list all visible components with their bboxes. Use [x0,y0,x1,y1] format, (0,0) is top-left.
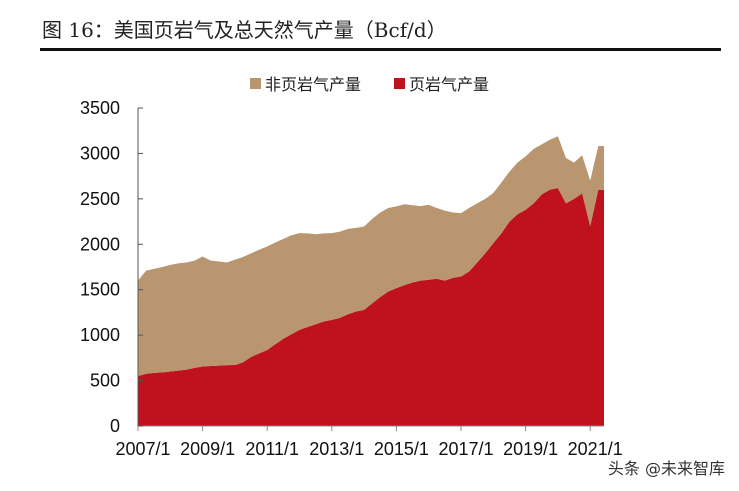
y-tick-label: 0 [110,416,120,436]
area-series-shale [138,188,604,426]
legend-swatch-shale [394,77,406,89]
y-tick-label: 3500 [80,98,120,118]
x-tick-label: 2013/1 [309,439,364,459]
area-series-non-shale [138,136,604,377]
legend-label-shale: 页岩气产量 [409,75,490,94]
x-tick-label: 2007/1 [115,439,170,459]
legend-swatch-non-shale [249,77,261,89]
y-tick-label: 2000 [80,234,120,254]
x-tick-label: 2021/1 [568,439,623,459]
legend-item-shale: 页岩气产量 [394,71,489,95]
y-tick-label: 2500 [80,189,120,209]
y-tick-label: 3000 [80,143,120,163]
legend-item-non-shale: 非页岩气产量 [249,71,361,95]
chart-title: 图 16：美国页岩气及总天然气产量（Bcf/d） [42,18,447,42]
y-tick-label: 500 [90,371,120,391]
legend: 非页岩气产量 页岩气产量 [0,71,739,95]
x-tick-label: 2017/1 [438,439,493,459]
title-divider [40,48,721,51]
x-tick-label: 2015/1 [374,439,429,459]
watermark: 头条 @未来智库 [607,455,725,479]
y-tick-label: 1000 [80,325,120,345]
x-tick-label: 2009/1 [180,439,235,459]
y-tick-label: 1500 [80,280,120,300]
x-tick-label: 2011/1 [245,439,299,459]
x-tick-label: 2019/1 [503,439,558,459]
legend-label-non-shale: 非页岩气产量 [264,75,361,94]
